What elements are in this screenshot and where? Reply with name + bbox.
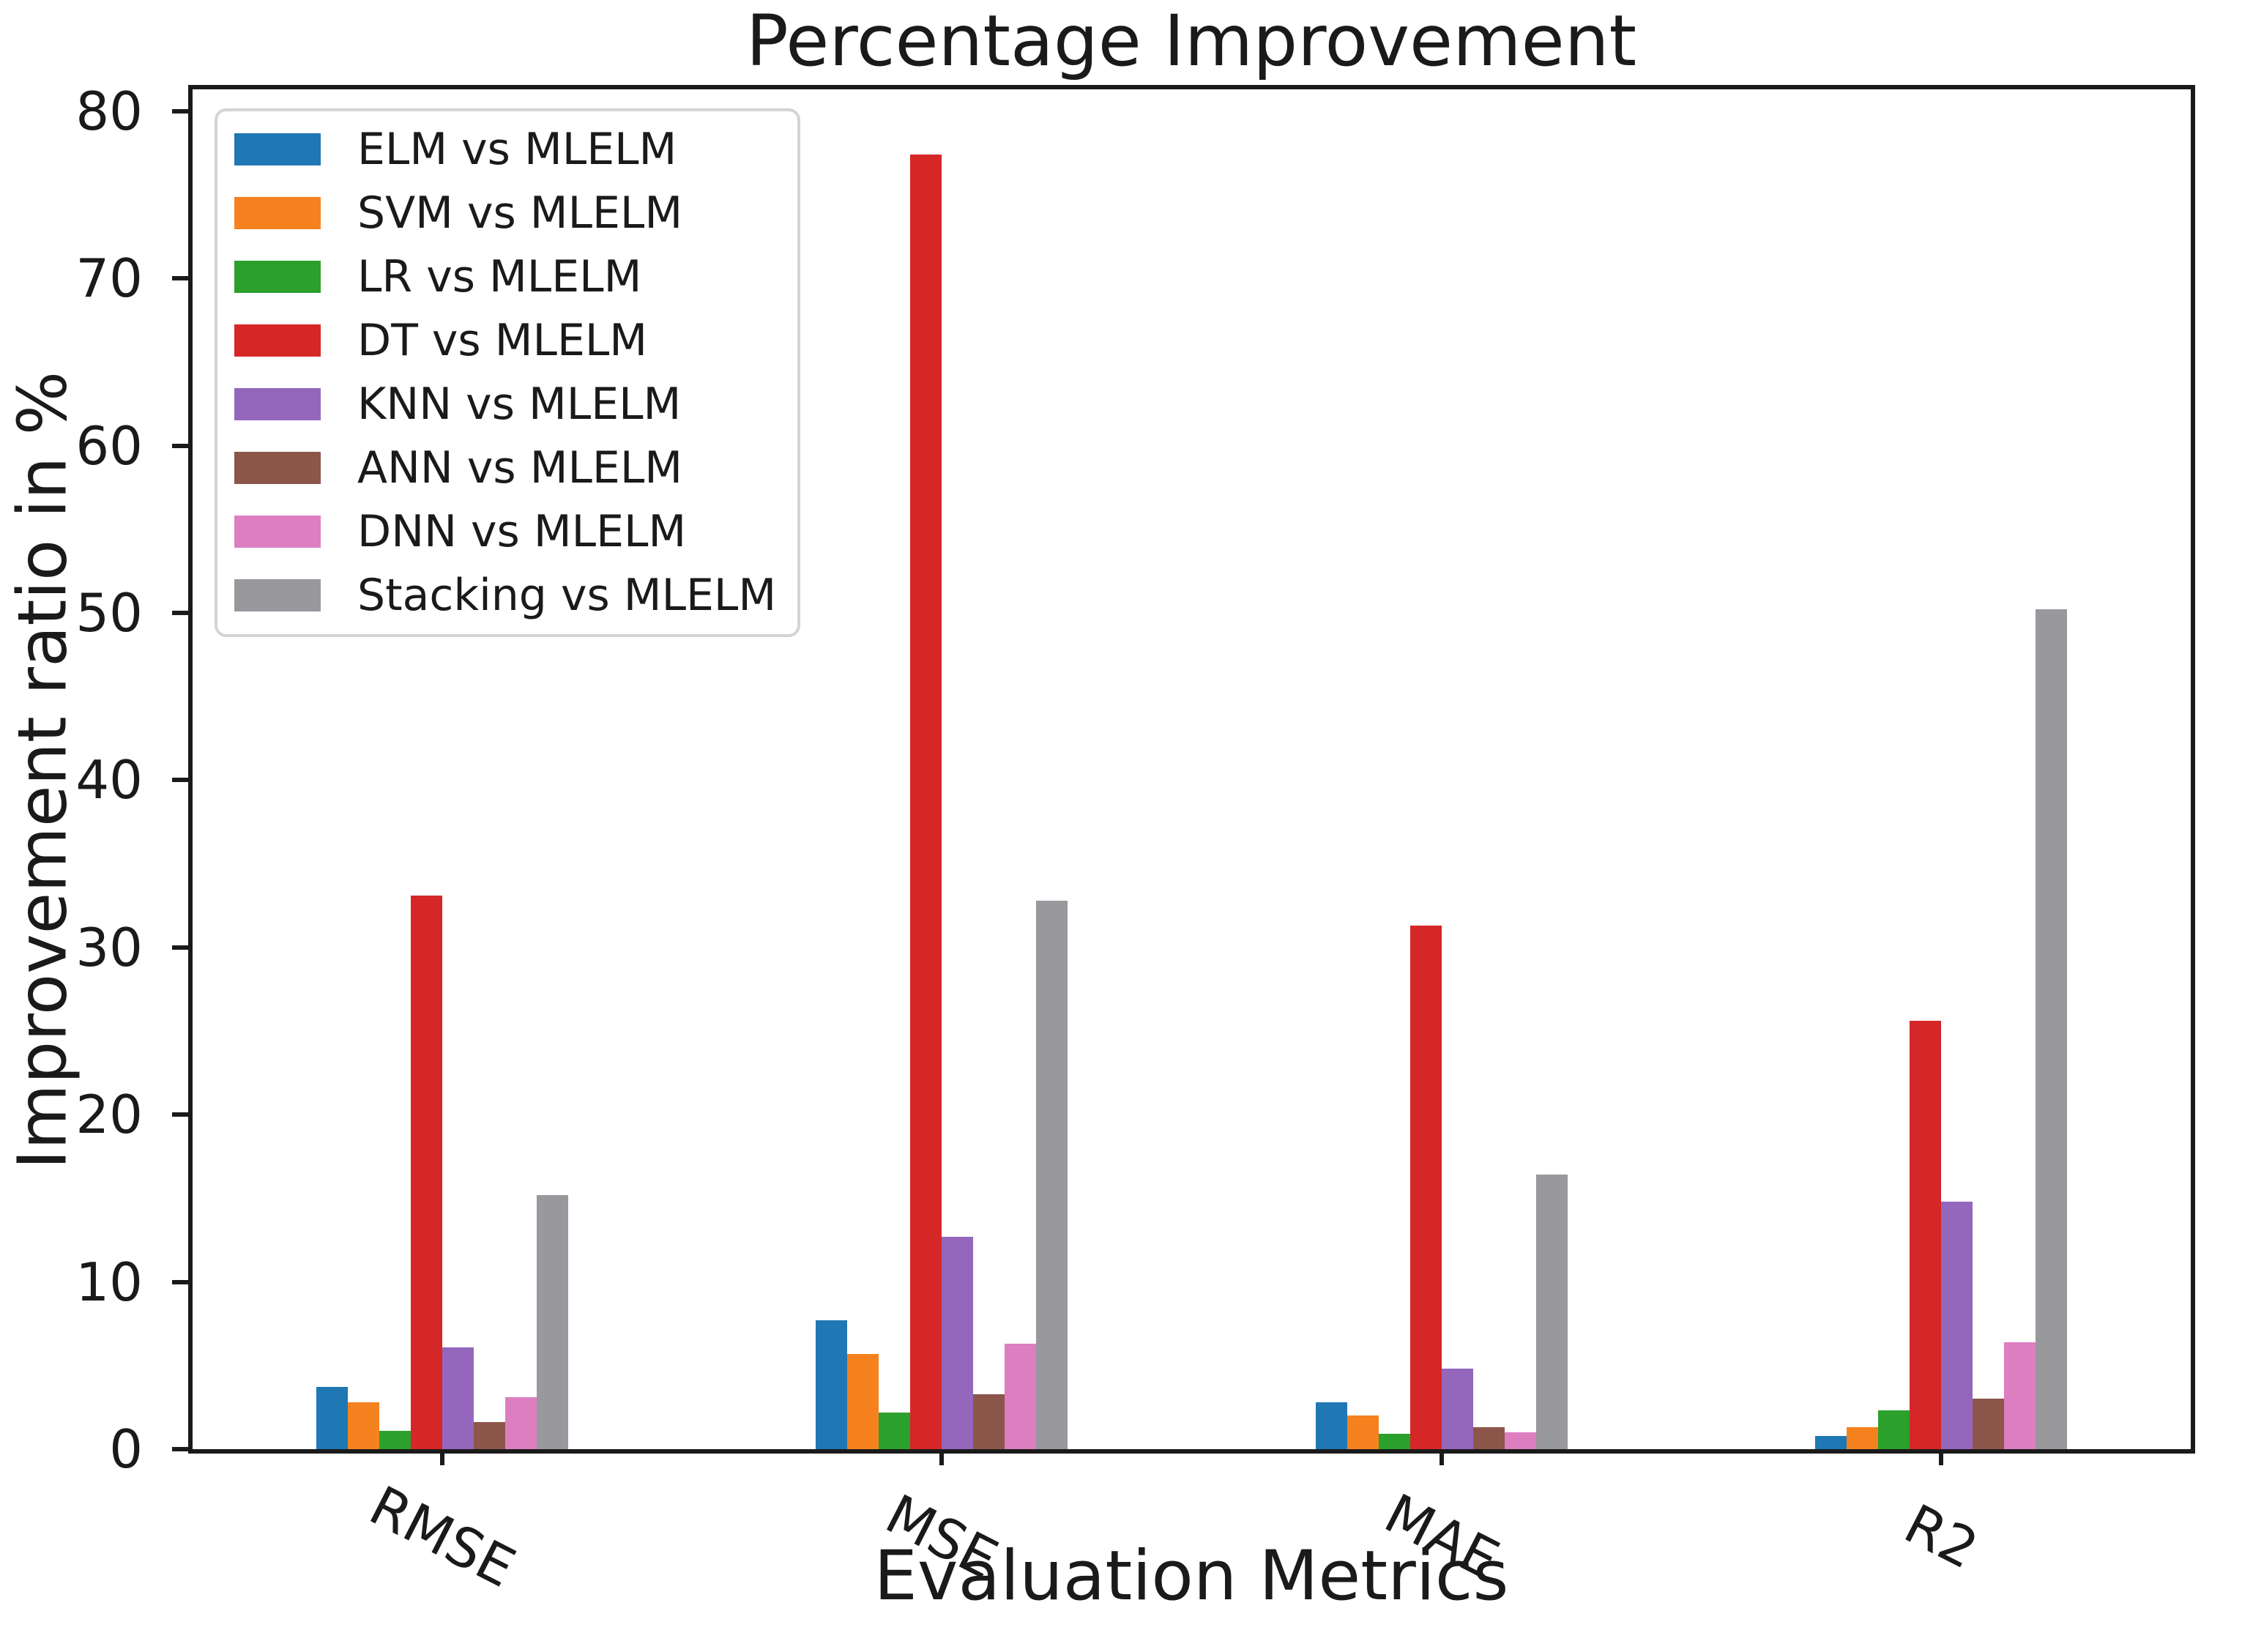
y-tick-label-40: 40	[75, 749, 143, 811]
legend-swatch-dnn	[234, 515, 321, 548]
bar-dt-r2	[1909, 1021, 1941, 1449]
legend-row: SVM vs MLELM	[217, 181, 797, 245]
y-tick-mark-80	[172, 108, 188, 114]
y-tick-label-10: 10	[75, 1251, 143, 1313]
bar-svm-mse	[847, 1353, 879, 1449]
bar-knn-r2	[1940, 1201, 1973, 1449]
legend-row: ELM vs MLELM	[217, 117, 797, 181]
bar-dnn-r2	[2003, 1342, 2036, 1449]
bar-dt-mae	[1409, 926, 1442, 1449]
y-tick-label-60: 60	[75, 414, 143, 477]
x-tick-mark-mse	[939, 1449, 945, 1465]
y-tick-mark-70	[172, 276, 188, 281]
bar-knn-mae	[1441, 1369, 1473, 1449]
legend-label: ANN vs MLELM	[357, 442, 683, 494]
bar-ann-rmse	[474, 1422, 506, 1449]
x-tick-label-rmse: RMSE	[360, 1474, 525, 1600]
y-tick-mark-10	[172, 1279, 188, 1284]
bar-ann-mse	[973, 1394, 1005, 1449]
legend-row: KNN vs MLELM	[217, 372, 797, 436]
legend-label: ELM vs MLELM	[357, 123, 677, 175]
legend-row: Stacking vs MLELM	[217, 563, 797, 627]
legend-row: DT vs MLELM	[217, 308, 797, 372]
bar-ann-r2	[1972, 1399, 2004, 1449]
bar-elm-mae	[1315, 1402, 1347, 1449]
bar-dt-rmse	[411, 895, 443, 1449]
bar-lr-r2	[1877, 1410, 1910, 1449]
legend-label: KNN vs MLELM	[357, 378, 682, 430]
bar-lr-rmse	[379, 1430, 411, 1449]
chart-title: Percentage Improvement	[745, 0, 1637, 82]
y-tick-label-70: 70	[75, 248, 143, 310]
legend-swatch-ann	[234, 451, 321, 484]
bar-svm-r2	[1846, 1427, 1878, 1449]
x-tick-label-r2: R2	[1894, 1492, 1988, 1582]
bar-lr-mae	[1378, 1434, 1410, 1449]
bar-ann-mae	[1472, 1427, 1505, 1449]
bar-knn-mse	[942, 1236, 974, 1449]
bar-stacking-mae	[1535, 1175, 1568, 1449]
bar-stacking-mse	[1036, 900, 1068, 1449]
bar-stacking-rmse	[537, 1194, 569, 1449]
bar-elm-r2	[1814, 1435, 1847, 1449]
bar-dnn-mse	[1005, 1344, 1037, 1449]
y-tick-label-0: 0	[109, 1418, 143, 1480]
y-tick-mark-40	[172, 778, 188, 783]
y-tick-label-30: 30	[75, 916, 143, 978]
legend-swatch-dt	[234, 324, 321, 357]
legend-swatch-elm	[234, 133, 321, 165]
bar-dnn-mae	[1504, 1432, 1536, 1449]
y-tick-label-80: 80	[75, 80, 143, 142]
bar-svm-mae	[1347, 1415, 1379, 1449]
y-tick-mark-20	[172, 1112, 188, 1117]
bar-knn-rmse	[442, 1347, 474, 1449]
bar-dnn-rmse	[505, 1397, 537, 1449]
bar-lr-mse	[879, 1412, 911, 1449]
legend-swatch-lr	[234, 260, 321, 293]
bar-elm-rmse	[316, 1387, 349, 1449]
bar-elm-mse	[816, 1320, 848, 1449]
x-axis-label: Evaluation Metrics	[874, 1536, 1509, 1616]
legend-row: DNN vs MLELM	[217, 499, 797, 563]
x-tick-mark-mae	[1439, 1449, 1444, 1465]
y-tick-label-50: 50	[75, 581, 143, 644]
bar-svm-rmse	[348, 1402, 380, 1449]
legend-label: DT vs MLELM	[357, 314, 648, 366]
y-tick-mark-0	[172, 1447, 188, 1451]
y-tick-mark-50	[172, 610, 188, 615]
y-tick-mark-60	[172, 443, 188, 448]
legend-label: Stacking vs MLELM	[357, 569, 777, 621]
legend-swatch-stacking	[234, 578, 321, 611]
y-tick-label-20: 20	[75, 1084, 143, 1146]
legend-swatch-svm	[234, 196, 321, 229]
legend-label: LR vs MLELM	[357, 250, 642, 302]
legend-label: SVM vs MLELM	[357, 187, 683, 239]
y-tick-mark-30	[172, 945, 188, 950]
x-tick-mark-r2	[1938, 1449, 1943, 1465]
bar-dt-mse	[910, 155, 942, 1449]
x-tick-mark-rmse	[440, 1449, 445, 1465]
bar-stacking-r2	[2035, 609, 2067, 1449]
legend-row: LR vs MLELM	[217, 245, 797, 308]
legend-swatch-knn	[234, 387, 321, 420]
legend-row: ANN vs MLELM	[217, 436, 797, 499]
legend: ELM vs MLELM SVM vs MLELM LR vs MLELM DT vs…	[215, 108, 800, 637]
legend-label: DNN vs MLELM	[357, 505, 687, 557]
